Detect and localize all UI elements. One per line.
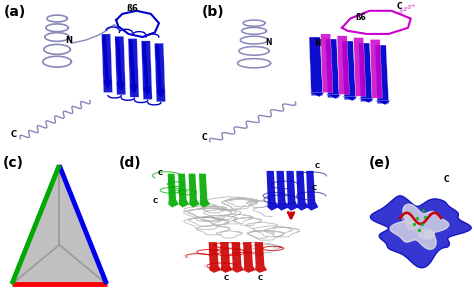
Polygon shape xyxy=(309,37,323,96)
Polygon shape xyxy=(232,242,244,273)
Polygon shape xyxy=(115,36,126,95)
Polygon shape xyxy=(128,39,139,97)
Polygon shape xyxy=(178,174,189,207)
Polygon shape xyxy=(255,242,267,273)
Polygon shape xyxy=(266,171,279,211)
Polygon shape xyxy=(358,43,372,102)
Text: ß6: ß6 xyxy=(127,4,138,13)
Polygon shape xyxy=(402,215,415,223)
Text: (e): (e) xyxy=(368,155,391,170)
Polygon shape xyxy=(358,99,374,103)
Polygon shape xyxy=(326,95,341,99)
Polygon shape xyxy=(424,231,434,237)
Text: C: C xyxy=(312,185,317,191)
Text: (c): (c) xyxy=(2,155,23,170)
Text: C: C xyxy=(257,275,262,281)
Text: C: C xyxy=(10,130,16,139)
Polygon shape xyxy=(342,41,356,100)
Polygon shape xyxy=(199,174,210,207)
Polygon shape xyxy=(337,36,349,94)
Text: C: C xyxy=(315,163,319,169)
Text: C: C xyxy=(158,170,163,176)
Text: (a): (a) xyxy=(4,5,27,19)
Polygon shape xyxy=(320,34,333,93)
Text: C: C xyxy=(153,198,158,204)
Polygon shape xyxy=(375,45,389,104)
Text: N: N xyxy=(65,36,72,45)
Polygon shape xyxy=(309,93,324,97)
Text: ß6: ß6 xyxy=(356,13,366,22)
Polygon shape xyxy=(243,242,255,273)
Text: N: N xyxy=(265,38,272,47)
Polygon shape xyxy=(419,229,434,239)
Polygon shape xyxy=(326,39,339,97)
Polygon shape xyxy=(276,171,289,211)
Polygon shape xyxy=(101,34,112,93)
Polygon shape xyxy=(189,174,200,207)
Text: (b): (b) xyxy=(202,5,225,19)
Text: C: C xyxy=(444,175,449,184)
Text: C: C xyxy=(397,2,402,11)
Polygon shape xyxy=(375,101,391,105)
Polygon shape xyxy=(209,242,221,273)
Text: (d): (d) xyxy=(119,155,142,170)
Polygon shape xyxy=(141,41,152,100)
Polygon shape xyxy=(390,204,449,249)
Polygon shape xyxy=(370,40,383,98)
Polygon shape xyxy=(407,223,419,230)
Text: C: C xyxy=(223,275,228,281)
Polygon shape xyxy=(155,43,165,102)
Polygon shape xyxy=(168,174,179,207)
Polygon shape xyxy=(354,38,366,96)
Text: C: C xyxy=(202,133,208,142)
Text: N: N xyxy=(315,39,321,48)
Polygon shape xyxy=(296,171,309,211)
Polygon shape xyxy=(370,196,471,268)
Polygon shape xyxy=(286,171,299,211)
Polygon shape xyxy=(220,242,233,273)
Polygon shape xyxy=(12,165,107,284)
Polygon shape xyxy=(342,97,357,101)
Polygon shape xyxy=(306,171,319,211)
